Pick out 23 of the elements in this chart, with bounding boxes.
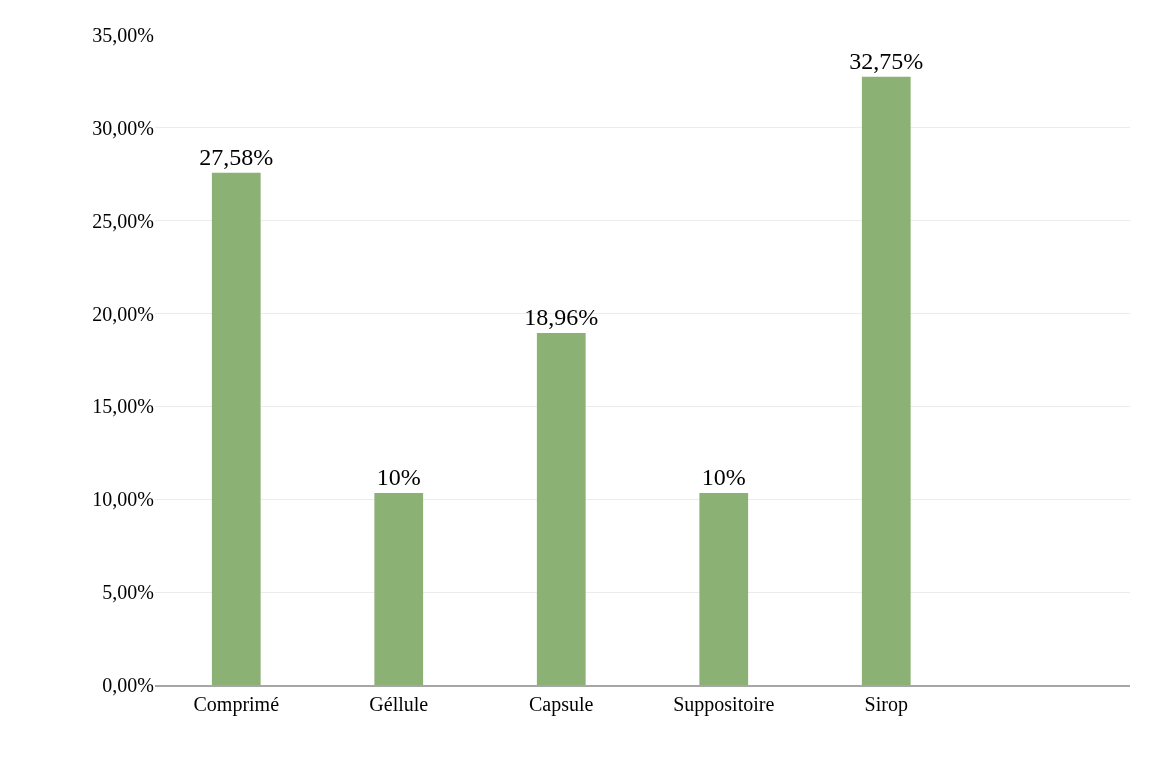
x-tick-label: Comprimé xyxy=(193,693,280,716)
y-tick-label: 15,00% xyxy=(92,395,154,418)
data-label: 27,58% xyxy=(199,143,274,170)
bar xyxy=(861,76,911,685)
data-label: 10% xyxy=(701,463,746,490)
y-tick-label: 20,00% xyxy=(92,302,154,325)
y-tick-label: 25,00% xyxy=(92,209,154,232)
x-tick-label: Capsule xyxy=(529,693,594,716)
bar xyxy=(374,492,424,685)
y-tick-label: 10,00% xyxy=(92,488,154,511)
y-tick-label: 0,00% xyxy=(102,674,154,696)
data-label: 32,75% xyxy=(849,47,924,74)
data-label: 10% xyxy=(376,463,421,490)
bar xyxy=(699,492,749,685)
y-tick-label: 30,00% xyxy=(92,116,154,139)
x-tick-label: Géllule xyxy=(369,693,429,715)
x-tick-label: Suppositoire xyxy=(673,693,775,716)
data-label: 18,96% xyxy=(524,303,599,330)
bar xyxy=(211,172,261,685)
y-tick-label: 5,00% xyxy=(102,581,154,604)
y-tick-label: 35,00% xyxy=(92,24,154,46)
bar xyxy=(536,332,586,685)
x-tick-label: Sirop xyxy=(864,693,908,716)
